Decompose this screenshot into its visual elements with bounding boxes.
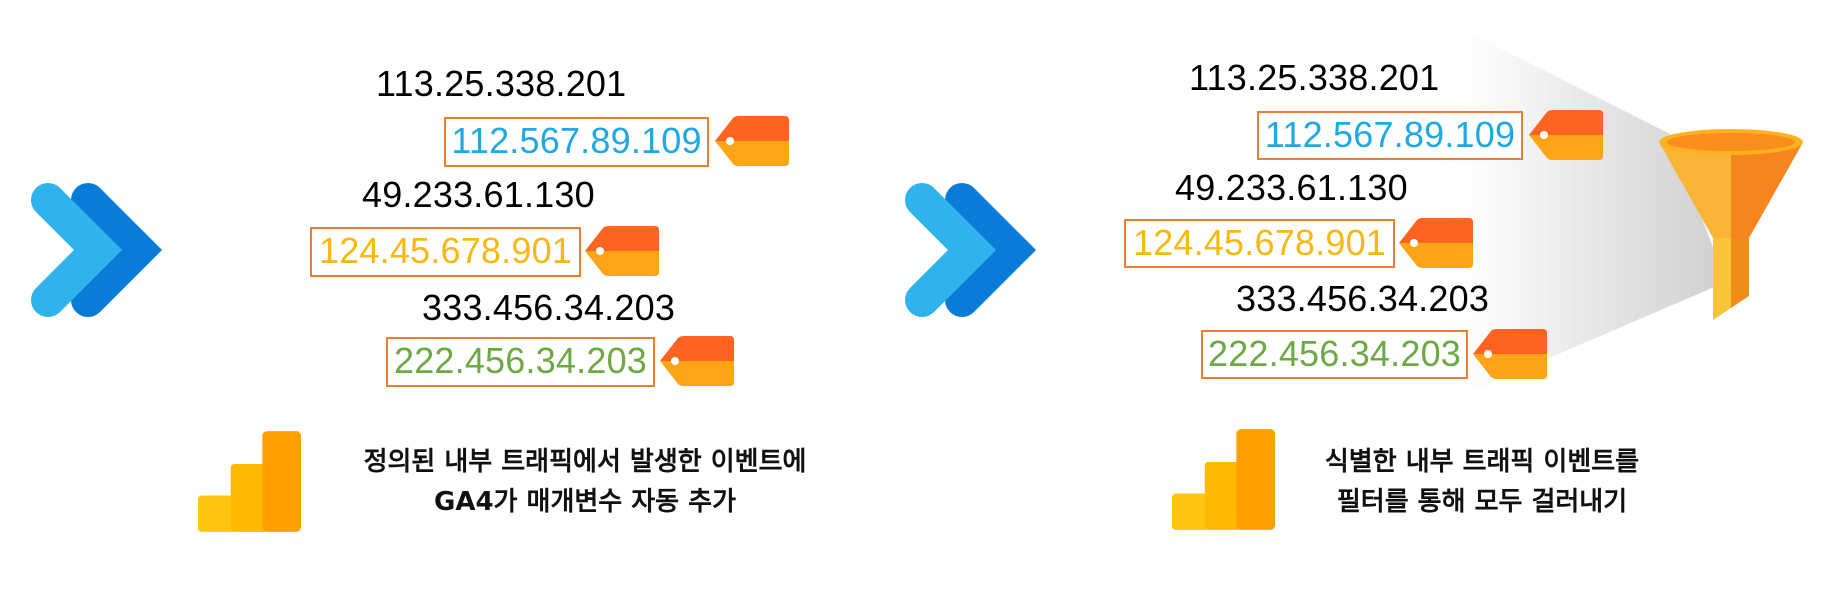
tagged-ip-box: 124.45.678.901 [1124, 219, 1395, 268]
google-analytics-logo [1172, 429, 1275, 530]
tag-icon [1529, 110, 1603, 160]
funnel-icon [1659, 129, 1803, 320]
tagged-ip-box: 124.45.678.901 [310, 227, 581, 277]
double-chevron-icon [905, 183, 1037, 317]
caption-line-2: 필터를 통해 모두 걸러내기 [1336, 487, 1628, 517]
double-chevron-icon [31, 183, 163, 317]
caption-line-2: GA4가 매개변수 자동 추가 [434, 487, 736, 517]
tagged-ip-box: 222.456.34.203 [386, 337, 655, 387]
caption-line-1: 정의된 내부 트래픽에서 발생한 이벤트에 [363, 447, 807, 477]
caption: 정의된 내부 트래픽에서 발생한 이벤트에 GA4가 매개변수 자동 추가 [285, 442, 885, 522]
plain-ip: 49.233.61.130 [362, 174, 595, 215]
tag-icon [660, 336, 734, 386]
tag-icon [1473, 329, 1547, 379]
plain-ip: 49.233.61.130 [1175, 167, 1408, 208]
tag-icon [715, 116, 789, 166]
caption: 식별한 내부 트래픽 이벤트를 필터를 통해 모두 걸러내기 [1182, 442, 1782, 522]
tagged-ip-box: 112.567.89.109 [444, 117, 709, 167]
google-analytics-logo [198, 431, 301, 532]
tagged-ip-box: 112.567.89.109 [1257, 111, 1523, 160]
plain-ip: 113.25.338.201 [1189, 57, 1440, 98]
tag-icon [585, 226, 659, 276]
plain-ip: 333.456.34.203 [422, 287, 676, 328]
caption-line-1: 식별한 내부 트래픽 이벤트를 [1324, 447, 1640, 477]
plain-ip: 113.25.338.201 [376, 63, 627, 104]
tag-icon [1399, 218, 1473, 268]
plain-ip: 333.456.34.203 [1236, 278, 1490, 319]
tagged-ip-box: 222.456.34.203 [1201, 330, 1468, 379]
